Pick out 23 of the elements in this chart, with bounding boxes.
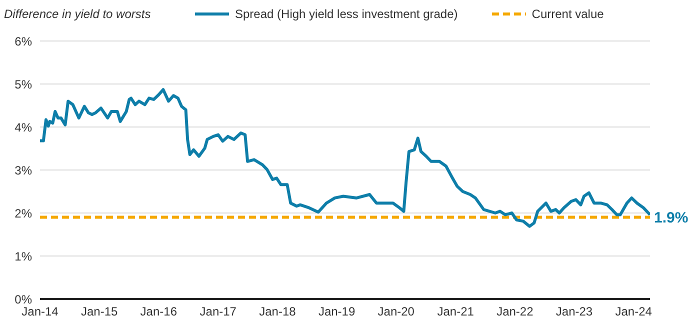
x-tick-label: Jan-16 (140, 304, 178, 319)
y-tick-label: 2% (14, 206, 32, 220)
x-tick-label: Jan-17 (200, 304, 237, 319)
y-tick-label: 6% (14, 34, 32, 48)
y-axis-title: Difference in yield to worsts (4, 7, 151, 21)
y-tick-label: 0% (14, 292, 32, 306)
x-tick-label: Jan-14 (22, 304, 59, 319)
legend-label: Current value (532, 7, 604, 21)
x-tick-label: Jan-22 (496, 304, 534, 319)
y-tick-label: 3% (14, 163, 32, 178)
x-tick-label: Jan-23 (556, 304, 593, 319)
x-tick-label: Jan-20 (378, 304, 415, 319)
y-tick-label: 4% (14, 120, 32, 134)
line-series (40, 88, 650, 228)
x-tick-label: Jan-24 (615, 304, 652, 319)
legend-label: Spread (High yield less investment grade) (235, 7, 458, 21)
annotation: 1.9% (654, 210, 688, 227)
x-tick-label: Jan-15 (80, 304, 118, 319)
y-tick-label: 5% (14, 77, 32, 92)
x-tick-label: Jan-19 (318, 304, 356, 319)
x-tick-label: Jan-18 (259, 304, 296, 319)
y-tick-label: 1% (14, 249, 32, 264)
x-tick-label: Jan-21 (437, 304, 474, 319)
